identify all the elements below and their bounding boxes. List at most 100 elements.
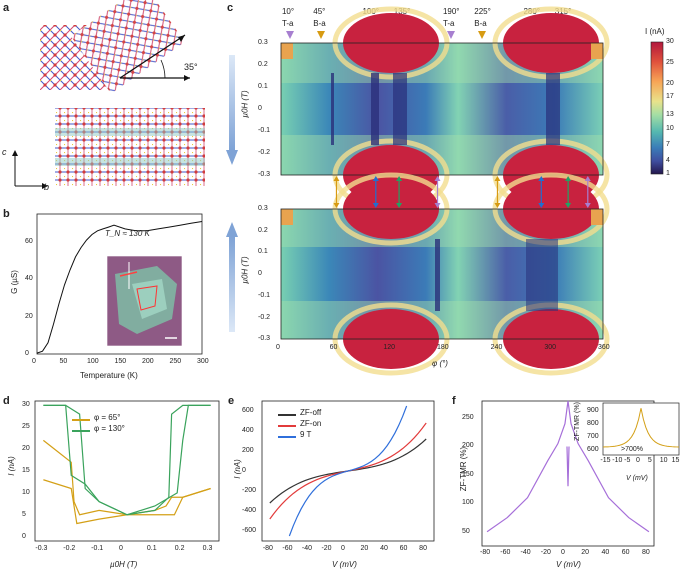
- legend-label: φ = 65°: [94, 413, 121, 422]
- legend-swatch: [278, 425, 296, 427]
- colorbar-tick: 13: [666, 110, 674, 118]
- marker-triangle: [317, 31, 326, 39]
- b-xlabel: Temperature (K): [80, 371, 138, 380]
- e-xtick: -40: [301, 545, 313, 552]
- colorbar: [650, 41, 664, 175]
- e-ytick: 600: [242, 407, 254, 414]
- legend-swatch: [72, 419, 90, 421]
- d-xtick: 0.1: [146, 545, 157, 552]
- neel-temperature-label: T_N ≈ 130 K: [105, 229, 150, 238]
- d-ytick: 0: [22, 532, 26, 540]
- marker-triangle: [285, 31, 294, 39]
- b-xtick: 150: [114, 358, 127, 365]
- c-xtick: 60: [329, 344, 338, 351]
- d-xtick: -0.3: [35, 545, 48, 552]
- d-ytick: 30: [22, 401, 30, 409]
- d-ytick: 15: [22, 467, 30, 474]
- b-ytick: 0: [25, 350, 29, 357]
- chart-f: [481, 400, 655, 547]
- f-ytick: 250: [462, 414, 474, 422]
- d-xtick: -0.1: [91, 545, 104, 552]
- colorbar-tick: 17: [666, 93, 674, 101]
- f-xtick: -20: [540, 549, 551, 556]
- d-xtick: 0.3: [202, 545, 213, 552]
- chart-b: [36, 213, 203, 355]
- legend-label: ZF-on: [300, 419, 322, 428]
- b-xtick: 0: [32, 358, 36, 365]
- panel-label-e: e: [228, 395, 235, 407]
- inset-f: [602, 402, 680, 456]
- e-xtick: 60: [399, 545, 408, 552]
- colorbar-tick: 4: [666, 156, 670, 164]
- e-xtick: 0: [341, 545, 345, 552]
- f-xtick: 20: [581, 549, 590, 556]
- colorbar-tick: 25: [666, 59, 674, 67]
- side-view-stack: [55, 108, 205, 186]
- colorbar-tick: 20: [666, 80, 674, 88]
- legend-label: φ = 130°: [94, 424, 125, 433]
- inset-xtick: -10: [612, 457, 623, 464]
- inset-xlabel: V (mV): [626, 475, 648, 482]
- b-ytick: 20: [25, 312, 33, 320]
- marker-triangle: [478, 31, 487, 39]
- b-ytick: 60: [25, 238, 33, 245]
- legend-swatch: [278, 436, 296, 438]
- d-ytick: 10: [22, 488, 30, 496]
- axis-c-label: c: [2, 147, 7, 157]
- marker-angle: 10°: [281, 7, 295, 16]
- inset-xtick: 0: [636, 457, 640, 464]
- inset-ytick: 900: [587, 406, 599, 414]
- c-ytick-top: 0.3: [258, 39, 268, 46]
- d-ylabel: I (nA): [6, 456, 16, 476]
- f-xlabel: V (mV): [556, 560, 581, 569]
- c-ytick-bottom: -0.2: [258, 313, 271, 321]
- d-ytick: 5: [22, 510, 26, 518]
- marker-label: T-a: [281, 19, 294, 28]
- d-xtick: 0.2: [174, 545, 185, 552]
- d-ytick: 25: [22, 423, 30, 431]
- e-xtick: 40: [380, 545, 388, 552]
- b-ylabel: G (µS): [9, 270, 19, 294]
- b-xtick: 50: [59, 358, 68, 365]
- e-xtick: 20: [360, 545, 369, 552]
- rotated-axis-arrow: [119, 34, 186, 79]
- f-ytick: 50: [462, 527, 470, 535]
- e-ytick: 400: [242, 427, 254, 434]
- e-ytick: 200: [242, 447, 254, 454]
- b-xtick: 250: [169, 358, 182, 365]
- legend-label: ZF-off: [300, 408, 322, 417]
- e-xtick: -80: [262, 545, 273, 552]
- d-xtick: 0: [119, 545, 123, 552]
- marker-angle: 45°: [313, 7, 326, 16]
- f-xtick: -60: [500, 549, 511, 556]
- legend-swatch: [278, 414, 296, 416]
- d-xlabel: µ0H (T): [110, 560, 138, 569]
- f-xtick: 60: [621, 549, 630, 556]
- c-xtick: 180: [437, 344, 449, 351]
- c-ytick-top: 0.2: [258, 61, 268, 68]
- axis-b-label: b: [44, 182, 50, 192]
- panel-label-a: a: [3, 2, 10, 14]
- c-xtick: 240: [490, 344, 503, 351]
- c-ytick-bottom: 0.1: [258, 248, 268, 256]
- e-ytick: 0: [242, 467, 246, 474]
- e-xtick: 80: [419, 545, 427, 552]
- c-ytick-bottom: 0.2: [258, 226, 268, 234]
- panel-label-f: f: [452, 395, 456, 407]
- c-ytick-top: -0.2: [258, 149, 271, 156]
- d-xtick: -0.2: [63, 545, 76, 552]
- sweep-up-arrow: [226, 222, 238, 332]
- c-ytick-bottom: 0.3: [258, 205, 268, 212]
- marker-angle: 225°: [474, 7, 491, 16]
- panel-label-c: c: [227, 2, 234, 14]
- c-ylabel-bottom: µ0H (T): [240, 256, 250, 284]
- inset-ylabel: ZF-TMR (%): [573, 402, 581, 441]
- legend-label: 9 T: [300, 430, 312, 439]
- c-ytick-top: 0: [258, 105, 262, 112]
- f-xtick: -40: [520, 549, 531, 556]
- b-ytick: 40: [25, 275, 33, 283]
- e-xtick: -60: [282, 545, 293, 552]
- c-xtick: 300: [544, 344, 557, 351]
- e-ylabel: I (nA): [232, 459, 242, 479]
- inset-xtick: 10: [659, 457, 668, 464]
